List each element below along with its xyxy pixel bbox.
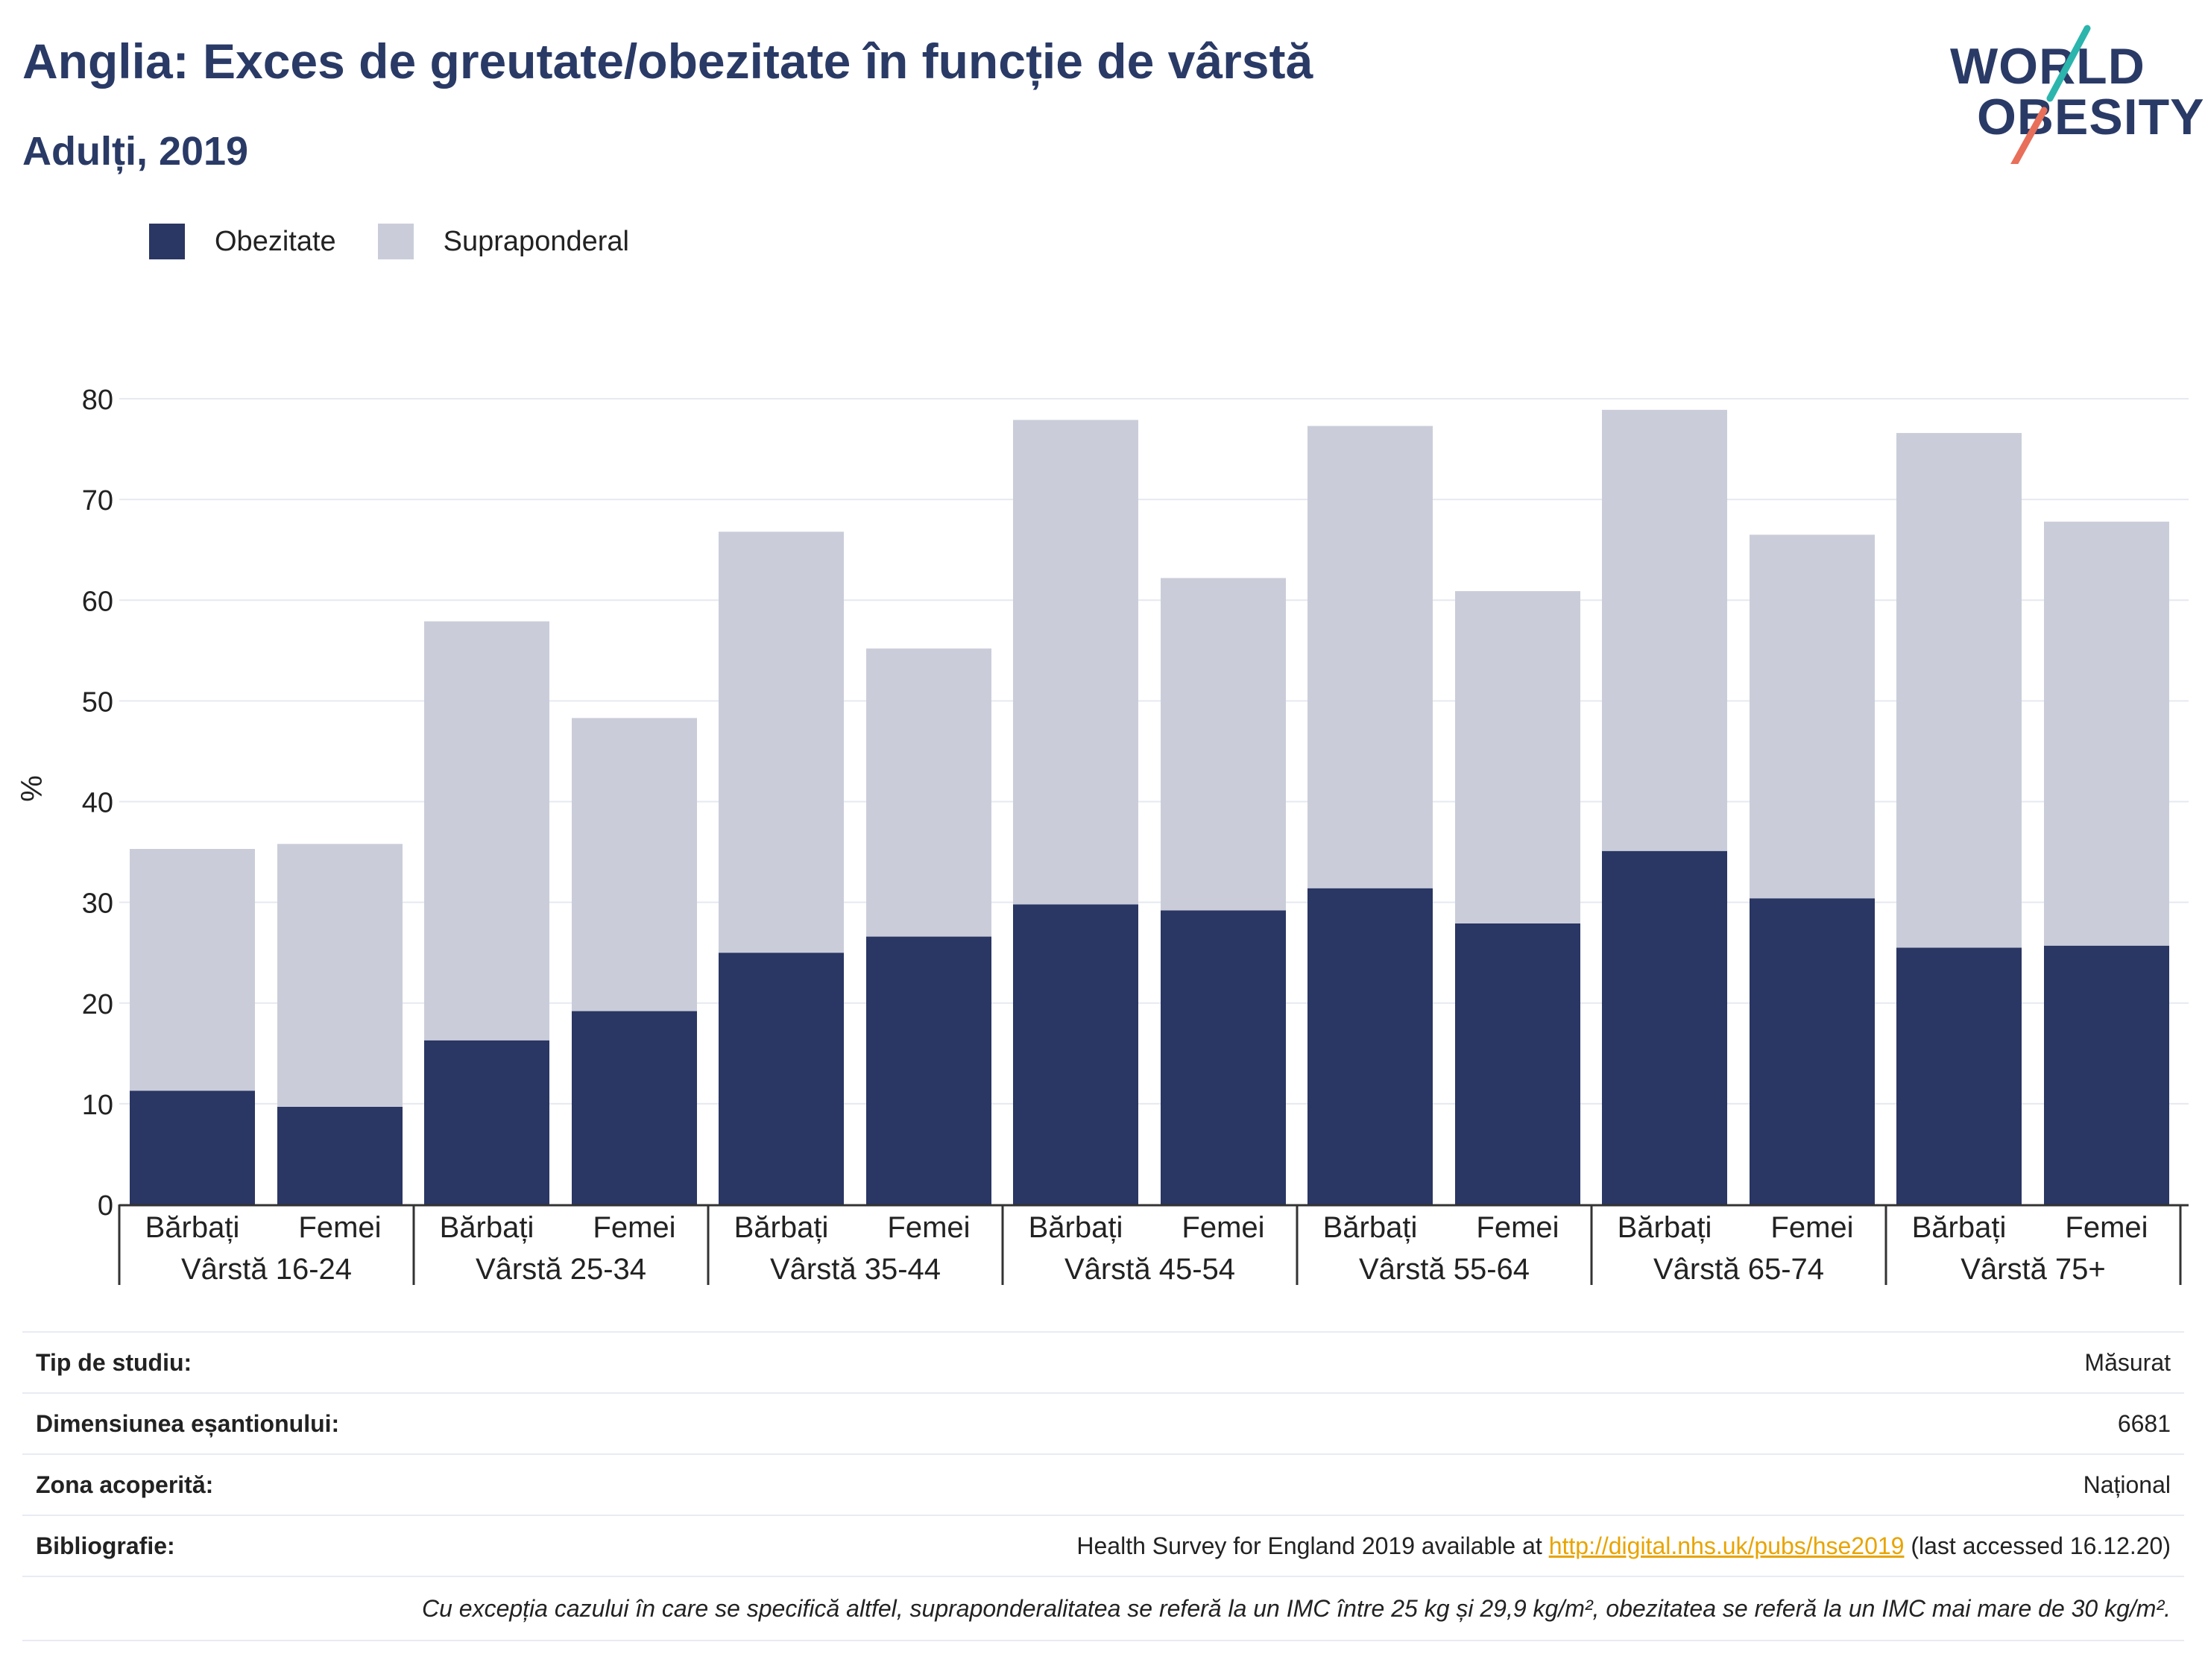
x-tick-label: Bărbați (1912, 1211, 2007, 1244)
bar-obezitate[interactable] (719, 953, 844, 1204)
bar-obezitate[interactable] (1307, 888, 1433, 1204)
x-tick-label: Bărbați (1323, 1211, 1418, 1244)
bar-obezitate[interactable] (1602, 850, 1727, 1204)
bibliography-link[interactable]: http://digital.nhs.uk/pubs/hse2019 (1548, 1532, 1905, 1559)
group-label: Vârstă 25-34 (476, 1253, 646, 1286)
logo-line1: WORLD (1950, 38, 2145, 95)
bar-obezitate[interactable] (1896, 947, 2022, 1204)
bar-supraponderal[interactable] (130, 849, 255, 1091)
y-tick-label: 50 (82, 686, 113, 718)
bar-obezitate[interactable] (572, 1011, 697, 1204)
bar-supraponderal[interactable] (1896, 432, 2022, 948)
logo-line2: OBESITY (1977, 89, 2205, 145)
bar-obezitate[interactable] (1455, 923, 1580, 1204)
y-tick-label: 40 (82, 788, 113, 819)
legend-item-supraponderal[interactable]: Supraponderal (377, 224, 629, 259)
logo-slash-icon (2010, 25, 2091, 164)
x-tick-label: Bărbați (440, 1211, 534, 1244)
y-axis-label: % (16, 775, 48, 802)
bar-supraponderal[interactable] (2044, 521, 2169, 946)
bar-supraponderal[interactable] (866, 648, 991, 937)
legend-swatch (377, 224, 414, 259)
x-tick-label: Femei (1182, 1211, 1264, 1244)
x-tick-label: Bărbați (734, 1211, 829, 1244)
info-label: Bibliografie: (36, 1532, 175, 1559)
group-label: Vârstă 45-54 (1064, 1253, 1235, 1286)
group-label: Vârstă 35-44 (770, 1253, 941, 1286)
group-label: Vârstă 75+ (1960, 1253, 2106, 1286)
bar-supraponderal[interactable] (1602, 409, 1727, 851)
x-tick-label: Femei (887, 1211, 970, 1244)
info-value: Național (2083, 1471, 2171, 1498)
bar-supraponderal[interactable] (424, 621, 549, 1040)
info-label: Tip de studiu: (36, 1348, 192, 1376)
bar-supraponderal[interactable] (1161, 578, 1286, 911)
x-tick-label: Bărbați (1029, 1211, 1123, 1244)
bar-supraponderal[interactable] (1013, 420, 1138, 905)
x-tick-label: Femei (1476, 1211, 1559, 1244)
group-label: Vârstă 16-24 (181, 1253, 352, 1286)
world-obesity-logo: WORLD OBESITY (1938, 22, 2204, 164)
x-axis: Bărbați Femei Bărbați Femei Bărbați Femei Bărb… (118, 1204, 2189, 1286)
bar-obezitate[interactable] (277, 1106, 403, 1204)
bibliography-prefix: Health Survey for England 2019 available… (1076, 1532, 1542, 1559)
y-tick-label: 30 (82, 888, 113, 920)
y-tick-label: 20 (82, 989, 113, 1020)
y-tick-label: 60 (82, 586, 113, 617)
y-axis-tick-labels: 0 10 20 30 40 50 60 70 80 (82, 385, 113, 1222)
x-tick-label: Femei (2065, 1211, 2148, 1244)
info-value: Măsurat (2084, 1348, 2171, 1376)
bar-chart: 0 10 20 30 40 50 60 70 80 % Bărbați Femei Bărbați F… (16, 385, 2189, 1286)
page-subtitle: Adulți, 2019 (22, 129, 249, 174)
bar-obezitate[interactable] (2044, 945, 2169, 1204)
bar-obezitate[interactable] (1013, 904, 1138, 1204)
y-tick-label: 80 (82, 385, 113, 416)
y-tick-label: 70 (82, 485, 113, 517)
bar-obezitate[interactable] (130, 1090, 255, 1204)
footnote: Cu excepția cazului în care se specifică… (22, 1577, 2184, 1641)
bibliography-suffix: (last accessed 16.12.20) (1911, 1532, 2171, 1559)
bar-supraponderal[interactable] (1750, 534, 1875, 899)
info-label: Dimensiunea eșantionului: (36, 1409, 340, 1437)
info-table: Tip de studiu: Măsurat Dimensiunea eșant… (22, 1331, 2184, 1641)
group-label: Vârstă 55-64 (1359, 1253, 1530, 1286)
x-tick-label: Bărbați (145, 1211, 240, 1244)
page-title: Anglia: Exces de greutate/obezitate în f… (22, 34, 1313, 89)
x-tick-label: Femei (298, 1211, 381, 1244)
legend-label: Supraponderal (443, 225, 629, 257)
group-label: Vârstă 65-74 (1653, 1253, 1824, 1286)
info-label: Zona acoperită: (36, 1471, 214, 1498)
info-value: Health Survey for England 2019 available… (1076, 1532, 2171, 1560)
x-tick-label: Bărbați (1618, 1211, 1712, 1244)
bar-supraponderal[interactable] (1307, 426, 1433, 888)
bars (130, 409, 2169, 1204)
y-tick-label: 10 (82, 1090, 113, 1121)
bar-supraponderal[interactable] (719, 531, 844, 953)
legend-item-obezitate[interactable]: Obezitate (149, 224, 336, 259)
info-row-study-type: Tip de studiu: Măsurat (22, 1333, 2184, 1394)
info-row-coverage: Zona acoperită: Național (22, 1455, 2184, 1516)
legend-swatch (149, 224, 185, 259)
legend-label: Obezitate (215, 225, 336, 257)
info-value: 6681 (2117, 1409, 2171, 1437)
info-row-bibliography: Bibliografie: Health Survey for England … (22, 1516, 2184, 1577)
chart-legend: Obezitate Supraponderal (149, 219, 671, 264)
bar-supraponderal[interactable] (1455, 591, 1580, 924)
bar-obezitate[interactable] (1161, 910, 1286, 1204)
x-tick-label: Femei (1770, 1211, 1853, 1244)
bar-supraponderal[interactable] (277, 844, 403, 1107)
bar-obezitate[interactable] (1750, 898, 1875, 1204)
bar-supraponderal[interactable] (572, 718, 697, 1011)
info-row-sample-size: Dimensiunea eșantionului: 6681 (22, 1394, 2184, 1455)
y-tick-label: 0 (98, 1190, 113, 1222)
bar-obezitate[interactable] (424, 1040, 549, 1204)
bar-obezitate[interactable] (866, 936, 991, 1204)
x-tick-label: Femei (593, 1211, 675, 1244)
